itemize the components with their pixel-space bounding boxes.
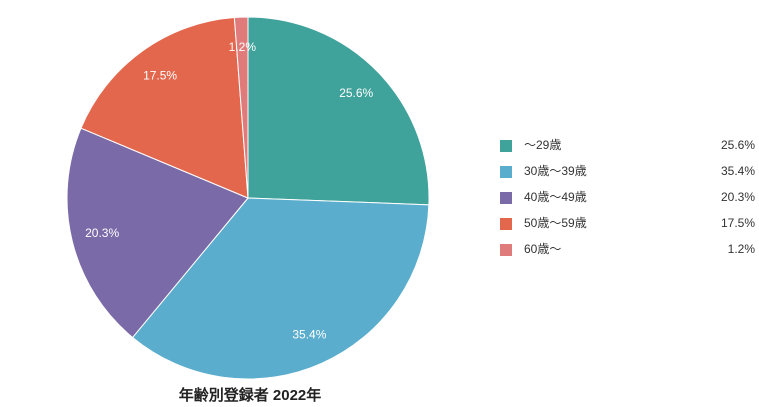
pie-slice — [247, 16, 430, 206]
legend-label: 30歳〜39歳 — [524, 164, 587, 178]
legend-label: 60歳〜 — [524, 242, 561, 256]
pie-slice — [66, 127, 249, 339]
chart-title: 年齢別登録者 2022年 — [179, 386, 322, 404]
legend-swatch — [500, 166, 512, 178]
legend-label: 40歳〜49歳 — [524, 190, 587, 204]
pie-slice — [233, 16, 249, 199]
legend-swatch — [500, 218, 512, 230]
data-label: 20.3% — [85, 226, 119, 240]
legend-value: 1.2% — [728, 242, 756, 256]
legend-value: 35.4% — [721, 164, 755, 178]
pie-slice — [80, 16, 249, 199]
legend-swatch — [500, 192, 512, 204]
data-label: 17.5% — [143, 68, 177, 82]
legend-swatch — [500, 244, 512, 256]
pie-slice — [131, 197, 430, 380]
data-label: 1.2% — [229, 40, 257, 54]
legend-value: 17.5% — [721, 216, 755, 230]
legend-value: 20.3% — [721, 190, 755, 204]
legend-value: 25.6% — [721, 138, 755, 152]
legend-swatch — [500, 140, 512, 152]
legend-label: 〜29歳 — [524, 138, 561, 152]
data-label: 25.6% — [339, 86, 373, 100]
data-label: 35.4% — [292, 327, 326, 341]
legend-label: 50歳〜59歳 — [524, 216, 587, 230]
